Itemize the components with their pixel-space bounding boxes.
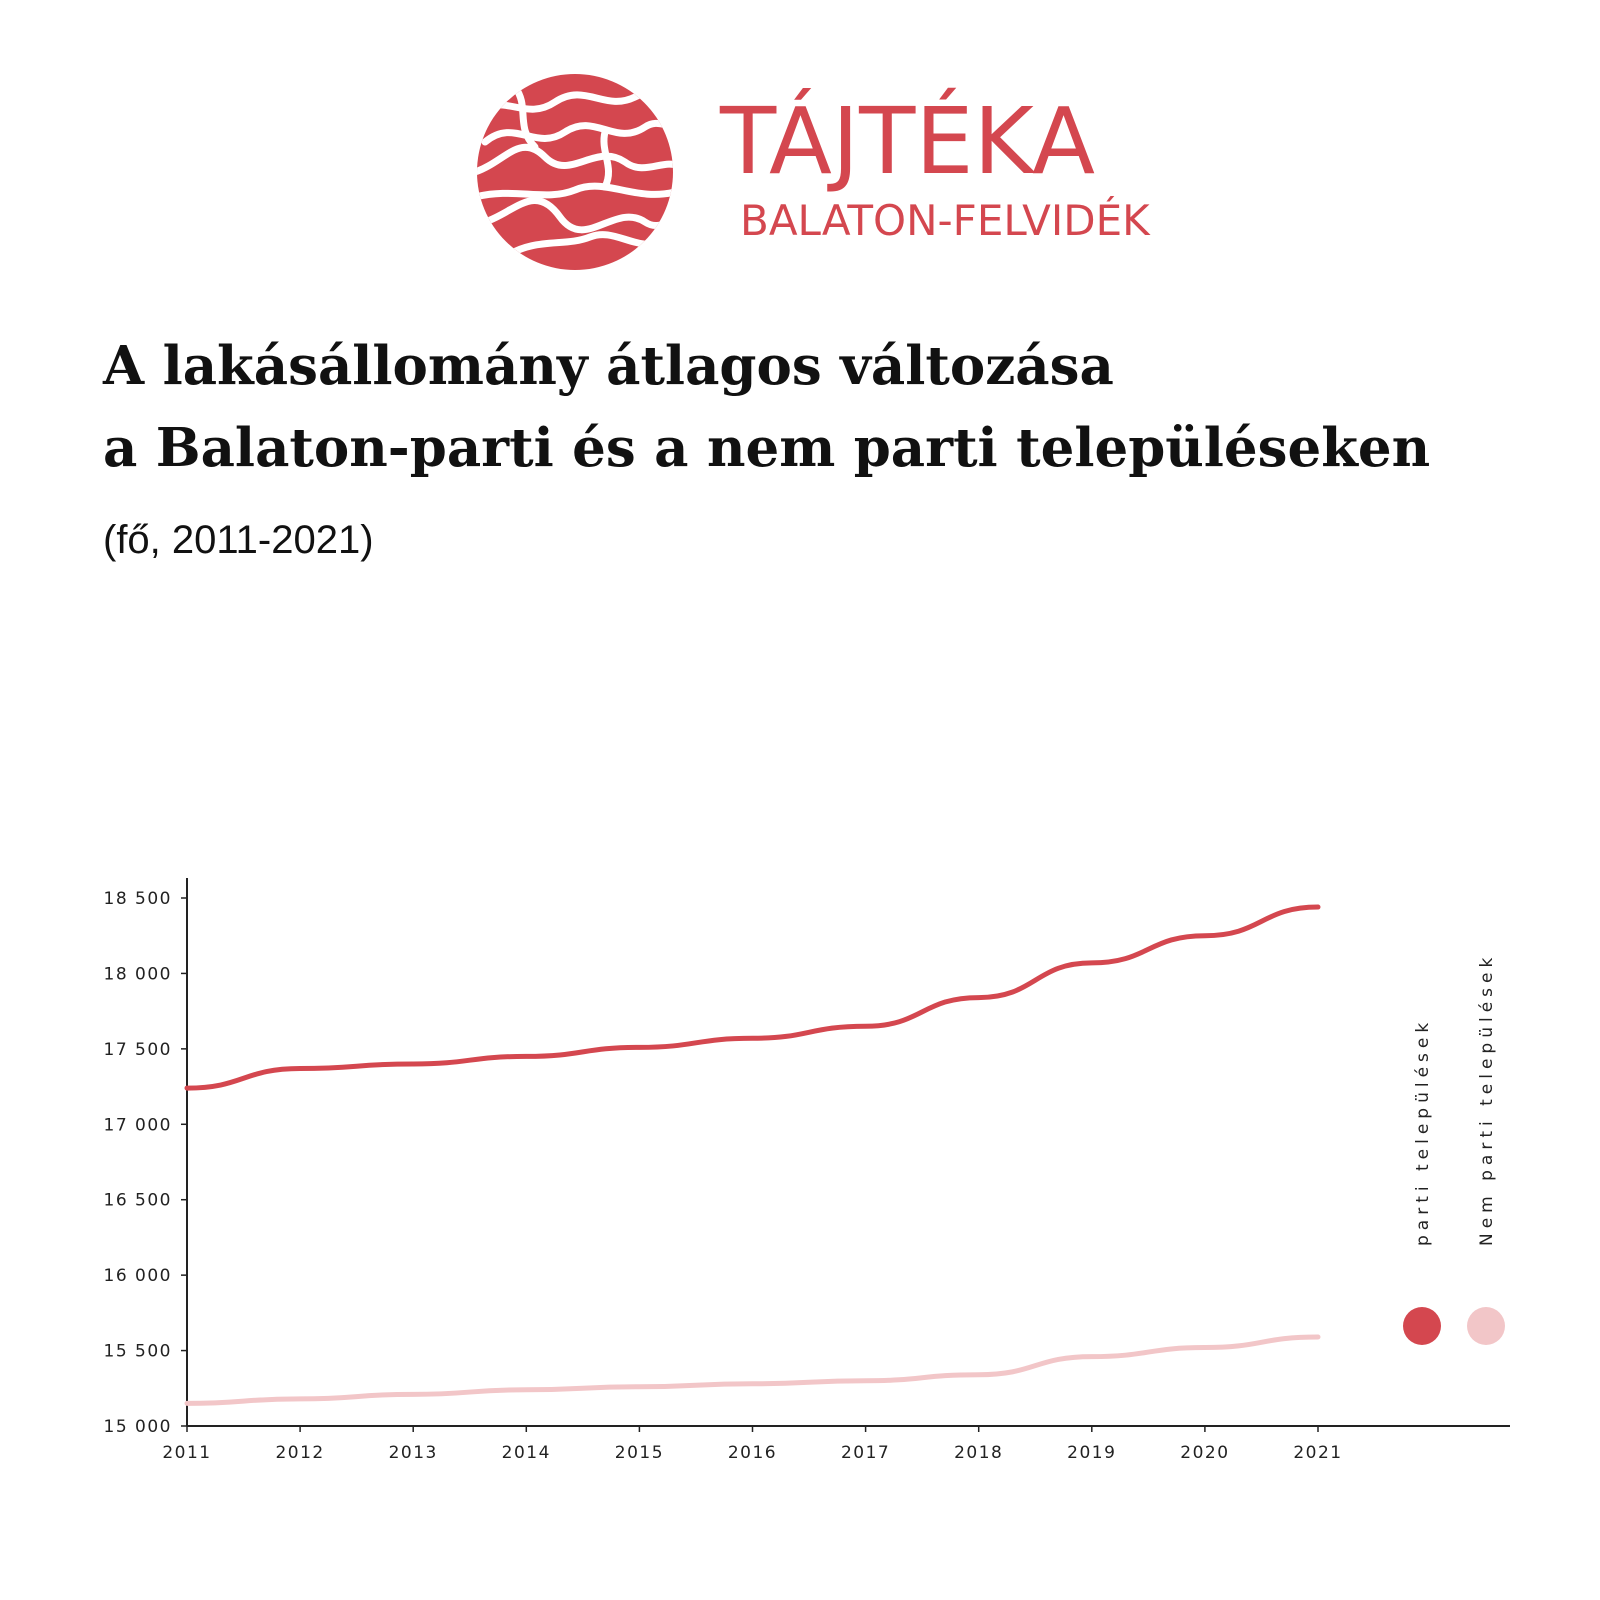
chart-title-line-2: a Balaton-parti és a nem parti település… <box>103 417 1431 479</box>
brand-name: TÁJTÉKA <box>720 88 1096 195</box>
legend-dot-parti <box>1403 1307 1441 1345</box>
y-tick-label: 15 000 <box>104 1417 172 1437</box>
chart-subtitle: (fő, 2011-2021) <box>103 518 374 562</box>
brand-subtitle: BALATON-FELVIDÉK <box>740 196 1150 245</box>
y-tick-label: 17 000 <box>104 1115 172 1135</box>
y-tick-label: 16 000 <box>104 1266 172 1286</box>
y-tick-label: 18 000 <box>104 964 172 984</box>
x-tick-label: 2014 <box>502 1443 551 1463</box>
y-tick-label: 15 500 <box>104 1342 172 1362</box>
legend-dot-nem-parti <box>1467 1307 1505 1345</box>
x-tick-label: 2011 <box>162 1443 211 1463</box>
x-tick-label: 2017 <box>841 1443 890 1463</box>
line-chart: 15 000 15 500 16 000 16 500 17 000 17 500 18 0… <box>104 878 1510 1463</box>
brand-logo-emblem <box>477 74 673 270</box>
legend-label-nem-parti: Nem parti települések <box>1477 953 1497 1246</box>
y-tick-label: 16 500 <box>104 1191 172 1211</box>
series-line-parti <box>184 904 1321 1091</box>
x-tick-label: 2020 <box>1180 1443 1229 1463</box>
y-tick-label: 17 500 <box>104 1040 172 1060</box>
x-tick-label: 2019 <box>1067 1443 1116 1463</box>
x-tick-label: 2018 <box>954 1443 1003 1463</box>
x-tick-label: 2012 <box>275 1443 324 1463</box>
x-tick-label: 2015 <box>615 1443 664 1463</box>
legend-label-parti: parti települések <box>1413 1018 1433 1246</box>
series-line-nem-parti <box>184 1334 1321 1406</box>
y-tick-label: 18 500 <box>104 889 172 909</box>
x-tick-label: 2013 <box>389 1443 438 1463</box>
x-tick-label: 2021 <box>1293 1443 1342 1463</box>
x-tick-label: 2016 <box>728 1443 777 1463</box>
chart-title-line-1: A lakásállomány átlagos változása <box>103 335 1114 397</box>
